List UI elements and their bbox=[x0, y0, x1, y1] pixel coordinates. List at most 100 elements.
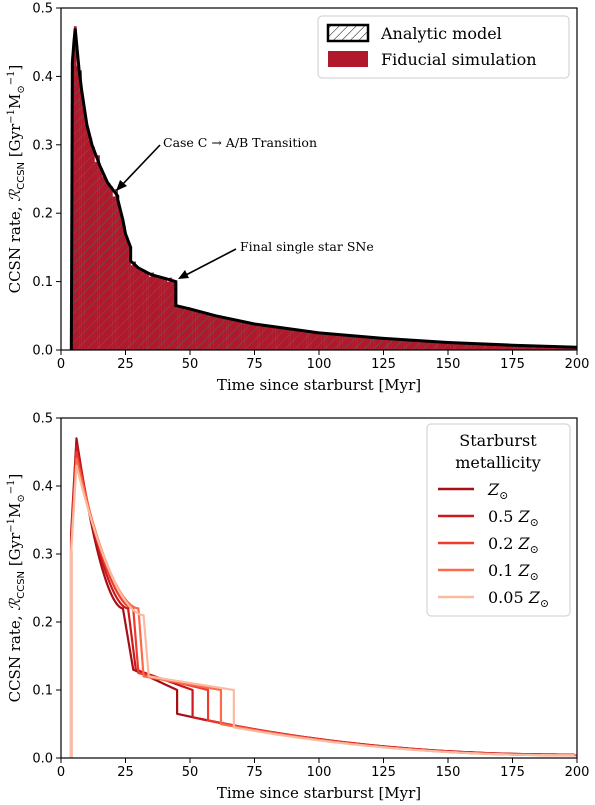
simulation-bar bbox=[233, 319, 237, 350]
simulation-bar bbox=[455, 342, 459, 350]
legend-swatch-fiducial-simulation bbox=[328, 51, 368, 67]
simulation-bar bbox=[251, 323, 255, 350]
simulation-bar bbox=[429, 341, 433, 350]
annotation-final-single-star: Final single star SNe bbox=[178, 239, 374, 279]
simulation-bar bbox=[417, 340, 420, 350]
simulation-bar bbox=[468, 343, 472, 350]
legend-label-series-2: 0.2 Z⊙ bbox=[488, 534, 539, 556]
legend-top: Analytic model Fiducial simulation bbox=[317, 15, 570, 79]
simulation-bar bbox=[184, 309, 188, 350]
top-ytick-label-2: 0.2 bbox=[32, 207, 53, 222]
y-axis-ticks-top: 0.0 0.1 0.2 0.3 0.4 0.5 bbox=[32, 2, 61, 359]
top-xtick-label-0: 0 bbox=[57, 357, 65, 372]
simulation-bar bbox=[339, 334, 343, 350]
top-xtick-label-1: 25 bbox=[117, 357, 134, 372]
simulation-bar bbox=[525, 345, 529, 350]
simulation-bar bbox=[205, 312, 209, 350]
simulation-bar bbox=[445, 342, 449, 350]
simulation-bar bbox=[404, 339, 407, 350]
simulation-bar bbox=[190, 309, 193, 350]
bottom-xtick-label-4: 100 bbox=[307, 765, 332, 780]
simulation-bar bbox=[107, 182, 111, 350]
legend-title-line-2: metallicity bbox=[455, 453, 541, 472]
simulation-bar bbox=[303, 330, 307, 350]
simulation-bar bbox=[530, 345, 534, 350]
simulation-bar bbox=[432, 341, 436, 350]
y-axis-label-top: CCSN rate, ℛCCSN [Gyr−1M⊙−1] bbox=[6, 65, 27, 294]
top-ytick-label-4: 0.4 bbox=[32, 70, 53, 85]
legend-label-analytic-model: Analytic model bbox=[380, 24, 502, 43]
simulation-bar bbox=[527, 345, 531, 350]
annotation-case-c-transition: Case C → A/B Transition bbox=[116, 135, 317, 191]
simulation-bar bbox=[357, 335, 361, 350]
simulation-bar bbox=[347, 335, 351, 350]
bottom-ytick-label-0: 0.0 bbox=[32, 752, 53, 767]
simulation-bar bbox=[337, 335, 340, 350]
simulation-bar bbox=[370, 337, 374, 350]
simulation-bar bbox=[558, 346, 562, 350]
top-xtick-label-5: 125 bbox=[371, 357, 396, 372]
simulation-bar bbox=[112, 196, 116, 350]
simulation-bar bbox=[406, 339, 410, 350]
simulation-bar bbox=[267, 325, 271, 350]
simulation-bar bbox=[391, 339, 395, 350]
simulation-bar bbox=[161, 277, 165, 350]
simulation-bar bbox=[164, 278, 167, 350]
simulation-bar bbox=[344, 335, 348, 350]
simulation-bar bbox=[259, 324, 263, 350]
x-axis-label-top: Time since starburst [Myr] bbox=[217, 376, 421, 394]
simulation-bar bbox=[362, 336, 366, 350]
simulation-bar bbox=[409, 340, 413, 350]
simulation-bar bbox=[473, 343, 477, 350]
simulation-bar bbox=[561, 346, 565, 350]
simulation-bar bbox=[89, 137, 93, 350]
simulation-bar bbox=[115, 188, 118, 350]
top-xtick-label-7: 175 bbox=[500, 357, 525, 372]
simulation-bar bbox=[324, 333, 327, 350]
bottom-ytick-label-3: 0.3 bbox=[32, 548, 53, 563]
simulation-bar bbox=[334, 334, 338, 350]
simulation-bar bbox=[257, 325, 260, 350]
simulation-bar bbox=[179, 306, 183, 350]
simulation-bar bbox=[386, 338, 389, 350]
simulation-bar bbox=[360, 336, 364, 350]
simulation-bar bbox=[481, 344, 485, 350]
simulation-bar bbox=[148, 276, 152, 350]
simulation-bar bbox=[293, 330, 296, 350]
bottom-xtick-label-7: 175 bbox=[500, 765, 525, 780]
x-axis-ticks-bottom: 0 25 50 75 100 125 150 175 200 bbox=[57, 758, 589, 780]
simulation-bar bbox=[218, 316, 222, 350]
simulation-bar bbox=[156, 277, 160, 350]
top-ytick-label-3: 0.3 bbox=[32, 138, 53, 153]
simulation-bar bbox=[275, 327, 278, 350]
legend-label-series-1: 0.5 Z⊙ bbox=[488, 507, 539, 529]
simulation-bar bbox=[478, 343, 482, 350]
simulation-bar bbox=[133, 261, 137, 350]
bottom-xtick-label-6: 150 bbox=[436, 765, 461, 780]
legend-top-frame bbox=[317, 15, 570, 79]
simulation-bar bbox=[244, 322, 247, 350]
simulation-bar bbox=[419, 340, 423, 350]
simulation-bar bbox=[200, 311, 204, 350]
legend-bottom-frame bbox=[426, 423, 571, 617]
simulation-bar bbox=[502, 344, 505, 350]
simulation-bar bbox=[313, 331, 317, 350]
simulation-bar bbox=[373, 338, 376, 350]
simulation-bar bbox=[517, 345, 521, 350]
simulation-bar bbox=[300, 331, 304, 350]
simulation-bar bbox=[239, 321, 242, 350]
simulation-bar bbox=[499, 344, 503, 350]
y-axis-label-bottom: CCSN rate, ℛCCSN [Gyr−1M⊙−1] bbox=[6, 474, 27, 703]
simulation-bar bbox=[484, 343, 487, 350]
simulation-bar bbox=[349, 335, 353, 350]
simulation-bar bbox=[437, 341, 441, 350]
simulation-bar bbox=[288, 328, 291, 350]
simulation-bar bbox=[110, 186, 113, 350]
simulation-bar bbox=[463, 343, 467, 350]
simulation-bar bbox=[208, 314, 211, 350]
annotation-final-single-star-label: Final single star SNe bbox=[240, 239, 374, 254]
simulation-bar bbox=[128, 243, 131, 350]
simulation-bar bbox=[202, 313, 206, 350]
simulation-bar bbox=[171, 281, 175, 350]
